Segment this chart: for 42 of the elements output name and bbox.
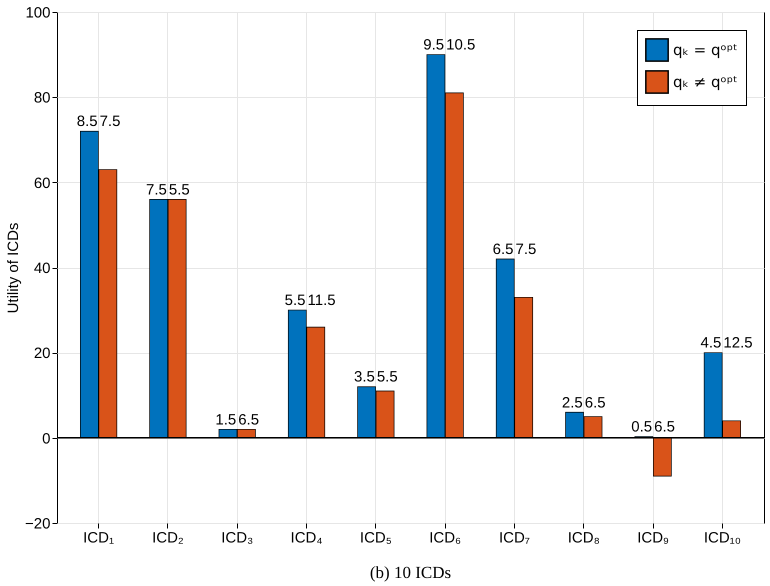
y-tick-label: 80 xyxy=(34,90,50,107)
y-tick-label: 20 xyxy=(34,345,50,362)
y-tick-label: 0 xyxy=(42,430,50,448)
legend-label: qₖ = qᵒᵖᵗ xyxy=(673,41,738,59)
annotation: 1.5 xyxy=(215,411,236,428)
annotation: 7.5 xyxy=(100,113,120,130)
x-tick-label: ICD₁₀ xyxy=(704,530,741,546)
annotation: 6.5 xyxy=(492,240,514,258)
annotation: 3.5 xyxy=(354,368,375,386)
annotation: 9.5 xyxy=(423,36,444,54)
annotation: 10.5 xyxy=(446,36,476,54)
x-tick-label: ICD₂ xyxy=(152,530,184,546)
annotation: 7.5 xyxy=(515,240,536,258)
bar xyxy=(652,437,672,477)
annotation: 4.5 xyxy=(700,334,722,352)
annotation: 7.5 xyxy=(146,181,167,198)
annotation: 8.5 xyxy=(76,113,98,130)
x-tick-label: ICD₇ xyxy=(498,530,530,546)
x-tick-label: ICD₅ xyxy=(360,530,392,546)
x-tick-label: ICD₃ xyxy=(221,530,254,546)
y-tick-label: 40 xyxy=(34,260,50,277)
annotation: 0.5 xyxy=(631,418,652,436)
y-tick-label: −20 xyxy=(25,516,50,532)
annotation: 6.5 xyxy=(584,394,606,412)
legend-label: qₖ ≠ qᵒᵖᵗ xyxy=(673,73,738,91)
x-tick-label: ICD₉ xyxy=(637,530,670,546)
annotation: 6.5 xyxy=(654,418,675,436)
x-tick-label: ICD₆ xyxy=(429,530,462,546)
annotation: 11.5 xyxy=(308,292,336,310)
x-tick-label: ICD₄ xyxy=(290,530,323,546)
y-tick-label: 60 xyxy=(34,174,50,192)
annotation: 2.5 xyxy=(562,394,583,412)
annotation: 5.5 xyxy=(376,368,398,386)
y-tick-label: 100 xyxy=(25,4,50,22)
y-axis-title: Utility of ICDs xyxy=(5,222,22,314)
annotation: 5.5 xyxy=(284,292,306,310)
annotation: 6.5 xyxy=(238,411,260,428)
x-tick-label: ICD₈ xyxy=(568,530,600,546)
annotation: 12.5 xyxy=(723,334,753,352)
text: (b) 10 ICDs xyxy=(370,563,452,582)
annotation: 5.5 xyxy=(168,181,190,198)
x-tick-label: ICD₁ xyxy=(83,530,114,546)
